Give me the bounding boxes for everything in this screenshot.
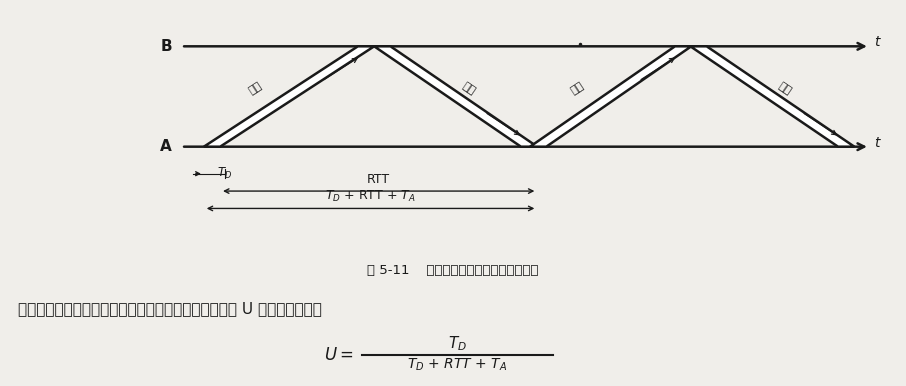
Text: $T_D$: $T_D$ [217, 166, 232, 181]
Text: $t$: $t$ [874, 136, 882, 150]
Text: 图 5-11    停止等待协议的信道利用率太低: 图 5-11 停止等待协议的信道利用率太低 [367, 264, 539, 277]
Text: RTT: RTT [367, 173, 390, 186]
Text: A: A [160, 139, 172, 154]
Text: $t$: $t$ [874, 36, 882, 49]
Text: 分组: 分组 [247, 81, 264, 96]
Polygon shape [204, 46, 374, 147]
Text: B: B [160, 39, 172, 54]
Text: $T_D$ + RTT + $T_A$: $T_D$ + RTT + $T_A$ [325, 189, 416, 204]
Polygon shape [690, 46, 854, 147]
Text: 分组: 分组 [569, 81, 585, 96]
Text: $T_D$ + RTT + $T_A$: $T_D$ + RTT + $T_A$ [408, 357, 507, 373]
Text: $U=$: $U=$ [323, 346, 353, 364]
Text: 确认: 确认 [460, 81, 477, 96]
Text: 送有用的数据（包括分组的首部），因此信道的利用率 U 可用下式计算：: 送有用的数据（包括分组的首部），因此信道的利用率 U 可用下式计算： [18, 301, 322, 316]
Polygon shape [530, 46, 691, 147]
Text: 确认: 确认 [776, 81, 794, 96]
Text: $T_D$: $T_D$ [448, 335, 467, 353]
Polygon shape [374, 46, 537, 147]
